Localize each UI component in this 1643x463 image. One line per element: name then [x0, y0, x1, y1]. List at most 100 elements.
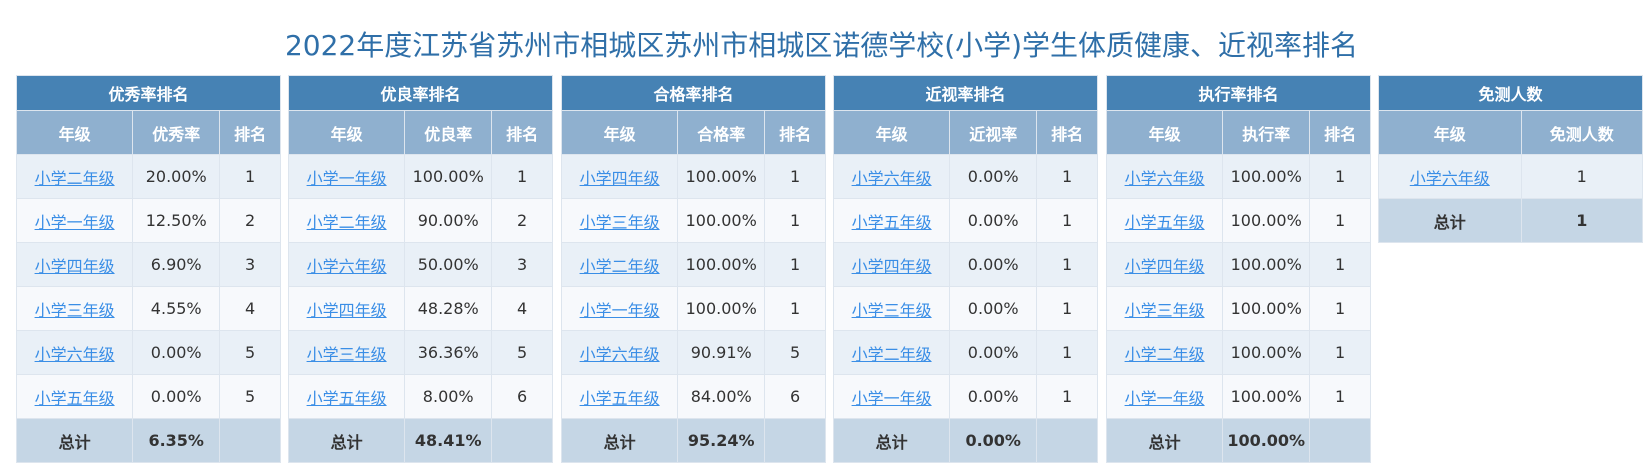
cell: 1: [491, 154, 553, 199]
cell: 小学六年级: [287, 242, 406, 287]
grade-link[interactable]: 小学四年级: [34, 256, 115, 276]
total-cell: 0.00%: [949, 418, 1038, 463]
column-header: 近视率: [949, 110, 1038, 155]
grade-link[interactable]: 小学二年级: [851, 344, 932, 364]
grade-link[interactable]: 小学五年级: [306, 388, 387, 408]
cell: 0.00%: [949, 154, 1038, 199]
cell: 1: [1036, 330, 1098, 375]
ranking-table: 优良率排名 年级 优良率 排名 小学一年级 100.00% 1 小学二年级 90.00% 2 小学六…: [287, 75, 553, 463]
cell: 小学一年级: [560, 286, 679, 331]
ranking-table: 优秀率排名 年级 优秀率 排名 小学二年级 20.00% 1 小学一年级 12.50% 2 小学四年…: [15, 75, 281, 463]
cell: 2: [219, 198, 281, 243]
grade-link[interactable]: 小学四年级: [579, 168, 660, 188]
grade-link[interactable]: 小学四年级: [306, 300, 387, 320]
cell: 90.00%: [404, 198, 493, 243]
column-header: 年级: [832, 110, 951, 155]
cell: 100.00%: [1222, 330, 1311, 375]
cell: 0.00%: [949, 286, 1038, 331]
grade-link[interactable]: 小学六年级: [306, 256, 387, 276]
cell: 84.00%: [677, 374, 766, 419]
cell: 1: [764, 198, 826, 243]
cell: 小学五年级: [287, 374, 406, 419]
grade-link[interactable]: 小学一年级: [579, 300, 660, 320]
total-cell: 48.41%: [404, 418, 493, 463]
grade-link[interactable]: 小学三年级: [1124, 300, 1205, 320]
cell: 小学三年级: [560, 198, 679, 243]
grade-link[interactable]: 小学三年级: [34, 300, 115, 320]
table-title: 优秀率排名: [16, 75, 281, 111]
cell: 1: [764, 154, 826, 199]
grade-link[interactable]: 小学二年级: [1124, 344, 1205, 364]
grade-link[interactable]: 小学六年级: [1124, 168, 1205, 188]
grade-link[interactable]: 小学四年级: [1124, 256, 1205, 276]
total-cell: 总计: [1105, 418, 1224, 463]
grade-link[interactable]: 小学二年级: [306, 212, 387, 232]
ranking-table: 合格率排名 年级 合格率 排名 小学四年级 100.00% 1 小学三年级 100.00% 1 小学…: [560, 75, 826, 463]
column-header: 合格率: [677, 110, 766, 155]
grade-link[interactable]: 小学六年级: [34, 344, 115, 364]
column-header: 排名: [764, 110, 826, 155]
cell: 6: [764, 374, 826, 419]
grade-link[interactable]: 小学二年级: [34, 168, 115, 188]
cell: 小学一年级: [832, 374, 951, 419]
cell: 小学五年级: [560, 374, 679, 419]
column-header: 年级: [15, 110, 134, 155]
grade-link[interactable]: 小学三年级: [851, 300, 932, 320]
grade-link[interactable]: 小学五年级: [34, 388, 115, 408]
cell: 小学二年级: [560, 242, 679, 287]
column-header: 优良率: [404, 110, 493, 155]
grade-link[interactable]: 小学一年级: [306, 168, 387, 188]
grade-link[interactable]: 小学一年级: [1124, 388, 1205, 408]
cell: 1: [764, 242, 826, 287]
column-header: 年级: [287, 110, 406, 155]
cell: 0.00%: [132, 374, 221, 419]
grade-link[interactable]: 小学四年级: [851, 256, 932, 276]
cell: 1: [1309, 330, 1371, 375]
total-cell: 总计: [832, 418, 951, 463]
cell: 100.00%: [677, 198, 766, 243]
grade-link[interactable]: 小学二年级: [579, 256, 660, 276]
grade-link[interactable]: 小学三年级: [579, 212, 660, 232]
cell: 0.00%: [949, 198, 1038, 243]
total-cell: 100.00%: [1222, 418, 1311, 463]
cell: 5: [764, 330, 826, 375]
cell: 1: [1036, 242, 1098, 287]
page-title: 2022年度江苏省苏州市相城区苏州市相城区诺德学校(小学)学生体质健康、近视率排…: [284, 29, 1359, 62]
grade-link[interactable]: 小学一年级: [34, 212, 115, 232]
grade-link[interactable]: 小学五年级: [1124, 212, 1205, 232]
total-cell: 总计: [560, 418, 679, 463]
total-cell: [1036, 418, 1098, 463]
cell: 小学五年级: [832, 198, 951, 243]
cell: 6: [491, 374, 553, 419]
column-header: 年级: [1378, 110, 1522, 155]
total-cell: [219, 418, 281, 463]
cell: 100.00%: [677, 286, 766, 331]
grade-link[interactable]: 小学六年级: [1409, 168, 1490, 188]
grade-link[interactable]: 小学一年级: [851, 388, 932, 408]
column-header: 年级: [560, 110, 679, 155]
grade-link[interactable]: 小学六年级: [851, 168, 932, 188]
cell: 5: [491, 330, 553, 375]
cell: 90.91%: [677, 330, 766, 375]
table-title: 优良率排名: [288, 75, 553, 111]
grade-link[interactable]: 小学三年级: [306, 344, 387, 364]
cell: 小学六年级: [1378, 154, 1522, 199]
cell: 20.00%: [132, 154, 221, 199]
cell: 1: [1036, 286, 1098, 331]
column-header: 年级: [1105, 110, 1224, 155]
cell: 小学四年级: [287, 286, 406, 331]
grade-link[interactable]: 小学五年级: [579, 388, 660, 408]
cell: 小学四年级: [560, 154, 679, 199]
cell: 小学一年级: [287, 154, 406, 199]
cell: 1: [1309, 198, 1371, 243]
cell: 0.00%: [949, 242, 1038, 287]
cell: 100.00%: [1222, 154, 1311, 199]
grade-link[interactable]: 小学六年级: [579, 344, 660, 364]
cell: 小学六年级: [560, 330, 679, 375]
cell: 1: [1309, 374, 1371, 419]
cell: 0.00%: [949, 330, 1038, 375]
grade-link[interactable]: 小学五年级: [851, 212, 932, 232]
cell: 小学二年级: [287, 198, 406, 243]
table-title: 近视率排名: [833, 75, 1098, 111]
